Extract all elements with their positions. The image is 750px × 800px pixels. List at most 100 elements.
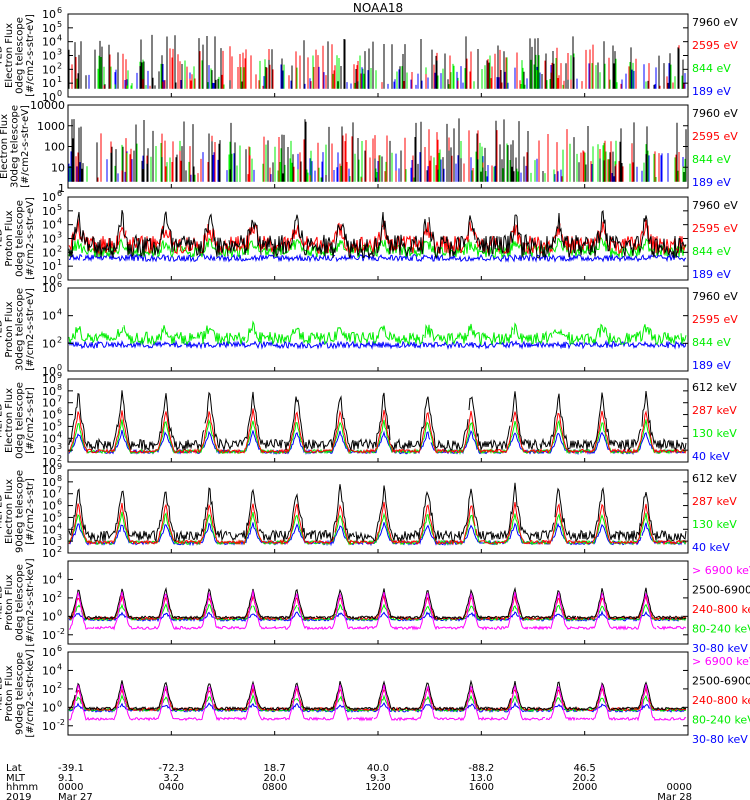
y-tick-exponent: 2 [57, 61, 62, 70]
series-line-1 [68, 390, 687, 452]
y-tick-base: 10 [42, 8, 56, 21]
series-line-1 [68, 482, 687, 543]
series-line-2 [71, 44, 685, 89]
x-row-label: Lat [6, 763, 22, 774]
y-tick-exponent: 6 [57, 498, 62, 507]
legend: > 6900 keV 2500-6900 240-800 keV 80-240 keV… [692, 564, 750, 655]
y-tick-base: 10 [42, 701, 56, 714]
y-tick-base: 10 [42, 36, 56, 49]
y-tick-base: 10 [42, 310, 56, 323]
series-traces [68, 34, 686, 89]
y-tick-base: 10 [42, 720, 56, 733]
y-tick-exponent: 2 [57, 244, 62, 253]
y-tick-exponent: 4 [57, 308, 62, 317]
y-tick-label: 10 [42, 464, 56, 477]
legend-entry: 40 keV [692, 541, 730, 554]
y-axis-label-line: TED [0, 45, 5, 66]
x-tick-label: 20.0 [264, 773, 286, 784]
y-axis-label-line: [#/cm2-s-str] [25, 387, 36, 454]
series-line-1 [68, 209, 687, 260]
y-tick-exponent: 1 [57, 75, 62, 84]
legend-entry: 2595 eV [692, 39, 738, 52]
series-traces [68, 679, 687, 722]
y-tick-exponent: 6 [57, 189, 62, 198]
series-traces [68, 586, 687, 631]
y-tick-label: 10 [42, 500, 56, 513]
y-tick-exponent: -2 [57, 627, 65, 636]
y-axis-label-line: [#/cm2-s-str] [25, 478, 36, 545]
legend-entry: 80-240 keV [692, 714, 750, 727]
y-tick-label: 1000 [37, 120, 65, 133]
y-tick-base: 10 [42, 420, 56, 433]
y-axis-label-line: 0deg telescope [15, 17, 26, 94]
y-axis-label-line: [#/cm2-s-str-eV] [25, 14, 36, 97]
y-tick-label: 10 [42, 191, 56, 204]
y-tick-label: 10 [42, 246, 56, 259]
series-traces [68, 320, 687, 350]
y-tick-exponent: 6 [57, 6, 62, 15]
y-tick-label: 10000 [30, 99, 65, 112]
legend-entry: 189 eV [692, 268, 731, 281]
x-tick-label: 2000 [572, 782, 597, 793]
y-tick-base: 10 [42, 77, 56, 90]
y-tick-label: 10 [42, 63, 56, 76]
y-axis-label-line: 30deg telescope [10, 105, 21, 188]
y-tick-exponent: 2 [57, 590, 62, 599]
y-tick-exponent: 5 [57, 203, 62, 212]
legend: 7960 eV 2595 eV 844 eV 189 eV [692, 107, 738, 189]
y-ticks: 1 10 100 1000 10000 [30, 99, 688, 195]
y-tick-exponent: 0 [57, 608, 62, 617]
series-traces [68, 482, 687, 547]
y-tick-base: 10 [42, 50, 56, 63]
y-tick-base: 10 [42, 219, 56, 232]
y-tick-base: 10 [42, 500, 56, 513]
legend-entry: 240-800 keV [692, 603, 750, 616]
y-tick-label: 10 [42, 456, 56, 469]
y-tick-label: 10 [42, 476, 56, 489]
y-tick-base: 10 [42, 592, 56, 605]
x-tick-label: 1600 [469, 782, 494, 793]
y-tick-label: 10 [42, 592, 56, 605]
y-tick-label: 10 [42, 432, 56, 445]
series-traces [68, 390, 687, 456]
series-traces [68, 118, 687, 182]
x-tick-label: Mar 27 [58, 792, 93, 800]
series-traces [68, 209, 687, 263]
y-tick-base: 10 [42, 260, 56, 273]
x-tick-label: 13.0 [470, 773, 492, 784]
y-axis-label-line: [#/cm2-s-str-eV] [25, 197, 36, 280]
y-tick-base: 10 [42, 274, 56, 287]
y-axis-label: Electron Flux30deg telescope[#/cm2-s-str… [0, 105, 31, 188]
legend-entry: 30-80 keV [692, 733, 748, 746]
panel-frame [67, 287, 689, 372]
y-axis-label: TEDProton Flux0deg telescope[#/cm2-s-str… [0, 197, 36, 280]
y-axis-label-line: 0deg telescope [15, 564, 26, 641]
y-tick-label: 10 [42, 701, 56, 714]
y-tick-exponent: 0 [57, 272, 62, 281]
y-tick-label: 10 [42, 535, 56, 548]
y-tick-label: 10 [42, 573, 56, 586]
x-tick-label: 0400 [159, 782, 184, 793]
y-tick-exponent: 0 [57, 89, 62, 98]
y-tick-exponent: 3 [57, 442, 62, 451]
y-tick-exponent: -2 [57, 718, 65, 727]
y-tick-exponent: 3 [57, 231, 62, 240]
y-axis-label-line: 30deg telescope [15, 288, 26, 371]
y-tick-label: 10 [42, 77, 56, 90]
y-tick-exponent: 9 [57, 371, 62, 380]
x-tick-label: -72.3 [158, 763, 184, 774]
y-tick-label: 10 [42, 205, 56, 218]
x-tick-label: 20.2 [574, 773, 596, 784]
x-tick-label: 18.7 [264, 763, 286, 774]
x-row-label: hhmm [6, 782, 38, 793]
legend-entry: 287 keV [692, 404, 737, 417]
x-tick-label: 9.3 [370, 773, 386, 784]
legend-entry: 2595 eV [692, 222, 738, 235]
y-axis-label-line: Electron Flux [4, 23, 15, 88]
legend-entry: 189 eV [692, 359, 731, 372]
